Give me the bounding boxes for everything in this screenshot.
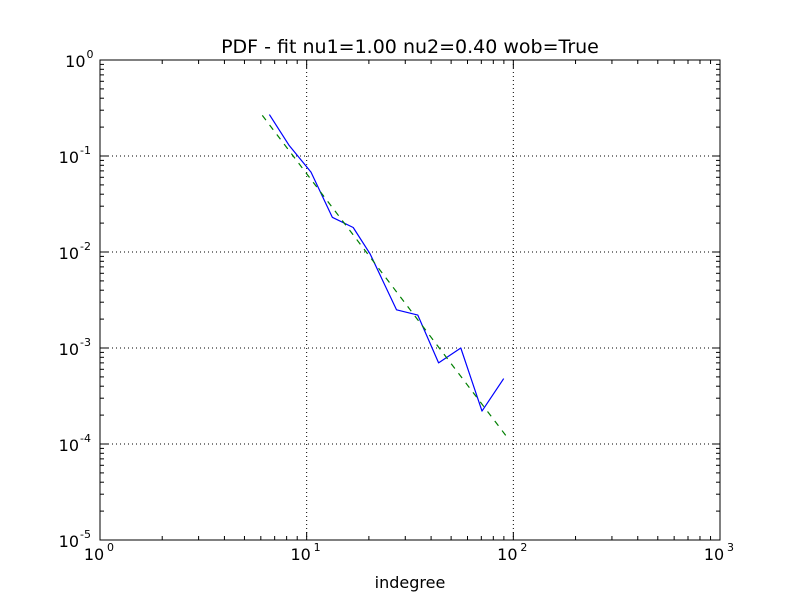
x-axis-label: indegree [375,573,446,592]
y-tick-exponent: -1 [80,144,91,157]
y-tick-label: 10 [59,148,79,167]
x-tick-exponent: 2 [520,541,527,554]
plot-frame [99,59,721,541]
y-tick-label: 10 [59,436,79,455]
data-line [268,114,505,412]
y-tick-exponent: -3 [80,336,91,349]
y-tick-label: 10 [59,244,79,263]
y-tick-exponent: -4 [80,432,91,445]
x-tick-exponent: 3 [727,541,734,554]
grid-lines [100,60,720,540]
x-tick-label: 10 [497,545,517,564]
x-tick-exponent: 1 [314,541,321,554]
data-series [261,114,510,440]
x-tick-label: 10 [84,545,104,564]
y-tick-exponent: 0 [87,48,94,61]
x-tick-label: 10 [290,545,310,564]
y-tick-label: 10 [65,52,85,71]
axis-ticks [99,59,721,541]
y-tick-exponent: -5 [80,528,91,541]
tick-labels: 10 0 10 1 10 2 10 310 010 -110 -210 -310 -410 -5 [59,48,734,564]
chart-title: PDF - fit nu1=1.00 nu2=0.40 wob=True [221,36,599,58]
fit-line [261,115,510,440]
x-tick-label: 10 [704,545,724,564]
x-tick-exponent: 0 [107,541,114,554]
y-tick-label: 10 [59,532,79,551]
y-tick-exponent: -2 [80,240,91,253]
plot-area [100,60,720,540]
y-tick-label: 10 [59,340,79,359]
